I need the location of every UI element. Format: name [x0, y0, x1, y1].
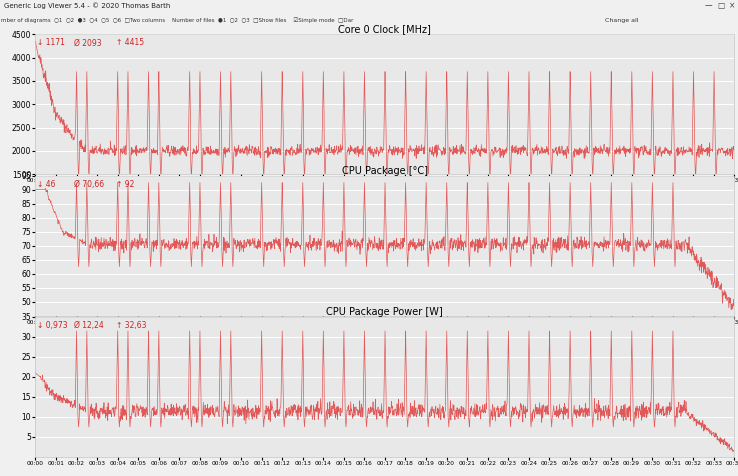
Text: mber of diagrams  ○1  ○2  ●3  ○4  ○5  ○6  □Two columns    Number of files  ●1  ○: mber of diagrams ○1 ○2 ●3 ○4 ○5 ○6 □Two … [1, 18, 354, 23]
Text: Generic Log Viewer 5.4 - © 2020 Thomas Barth: Generic Log Viewer 5.4 - © 2020 Thomas B… [4, 2, 170, 9]
Text: ↓ 1171: ↓ 1171 [37, 39, 65, 48]
Title: CPU Package Power [W]: CPU Package Power [W] [326, 307, 444, 317]
Text: —: — [705, 1, 712, 10]
Text: ×: × [729, 1, 736, 10]
Text: Ø 2093: Ø 2093 [74, 39, 102, 48]
Text: ↑ 4415: ↑ 4415 [116, 39, 144, 48]
Text: Ø 70,66: Ø 70,66 [74, 180, 104, 189]
Text: ↑ 92: ↑ 92 [116, 180, 134, 189]
Title: Core 0 Clock [MHz]: Core 0 Clock [MHz] [339, 24, 431, 34]
Text: ↓ 0,973: ↓ 0,973 [37, 321, 67, 330]
Text: Change all: Change all [605, 18, 638, 23]
Title: CPU Package [°C]: CPU Package [°C] [342, 166, 428, 176]
Text: □: □ [717, 1, 725, 10]
Text: Ø 12,24: Ø 12,24 [74, 321, 103, 330]
Text: ↓ 46: ↓ 46 [37, 180, 55, 189]
Text: ↑ 32,63: ↑ 32,63 [116, 321, 146, 330]
